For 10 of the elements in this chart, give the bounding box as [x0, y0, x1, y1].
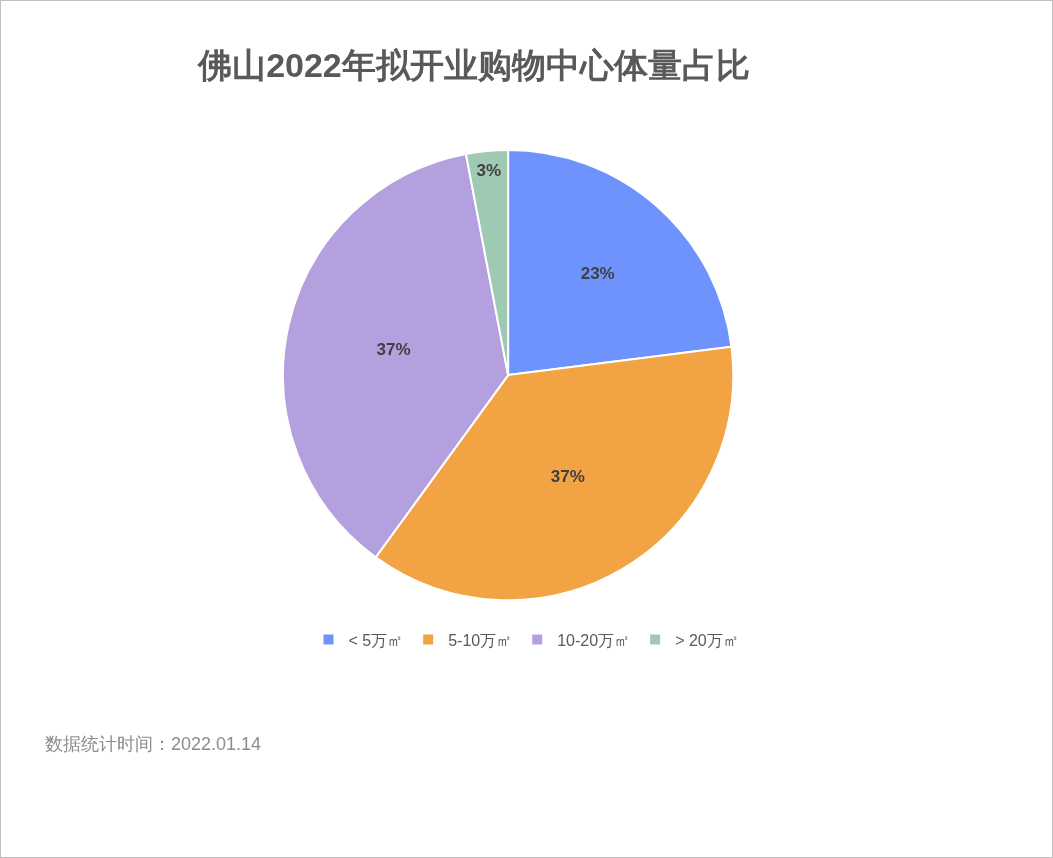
legend-label: < 5万㎡ [348, 631, 404, 649]
data-label: 23% [580, 263, 615, 283]
data-label: 37% [376, 339, 411, 359]
data-label: 37% [550, 466, 585, 486]
legend-label: > 20万㎡ [675, 631, 739, 649]
legend-label: 5-10万㎡ [448, 631, 513, 649]
text: 数据统计时间：2022.01.14 [45, 734, 262, 754]
data-label: 3% [476, 160, 502, 180]
legend-label: 10-20万㎡ [557, 631, 631, 649]
chart-title: 佛山2022年拟开业购物中心体量占比 [197, 46, 750, 85]
